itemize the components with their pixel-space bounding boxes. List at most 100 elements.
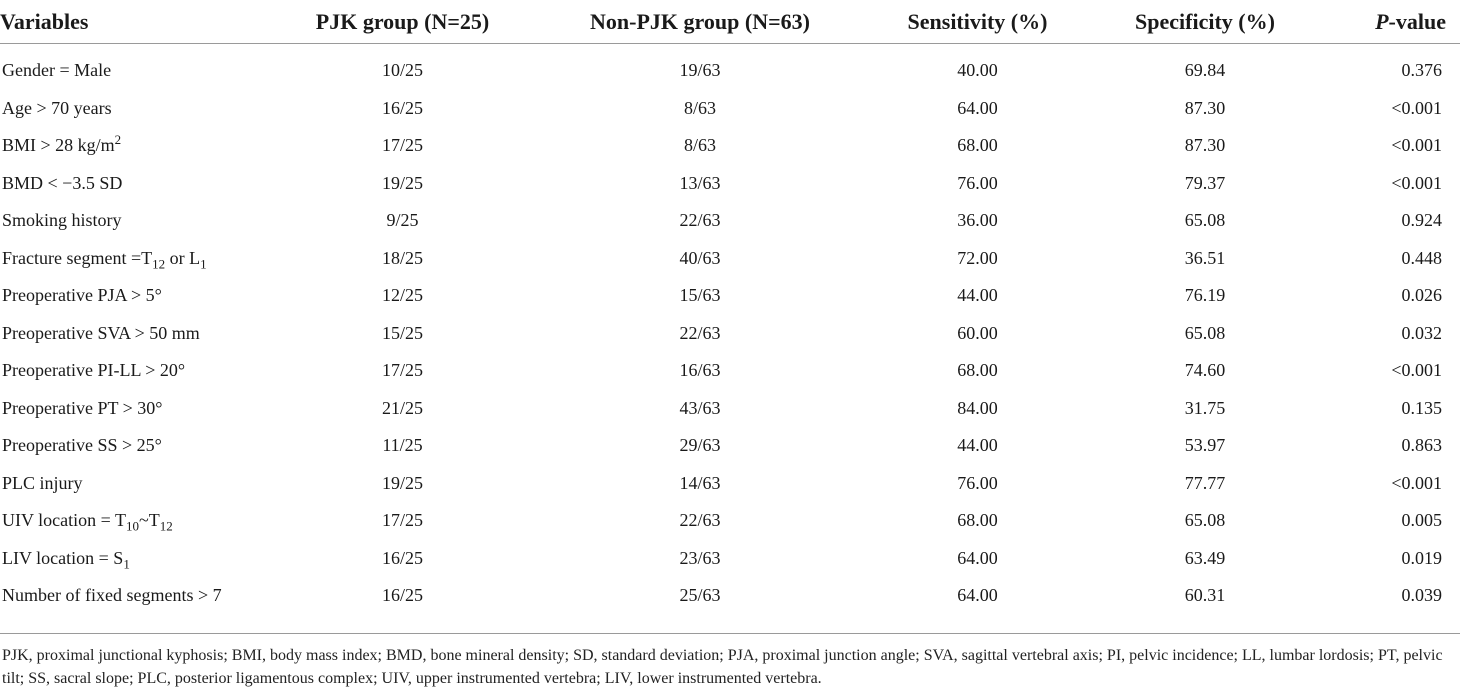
table-body: Gender = Male 10/25 19/63 40.00 69.84 0.376 Ag… <box>0 44 1460 615</box>
cell-variable: Age > 70 years <box>0 90 270 128</box>
header-p-value: P-value <box>1320 0 1460 44</box>
variable-label: Preoperative SVA > 50 mm <box>2 322 200 343</box>
cell-sensitivity: 60.00 <box>957 322 998 343</box>
variable-label: BMD < −3.5 SD <box>2 172 123 193</box>
variable-label-sub2: 1 <box>200 256 207 272</box>
variable-label: Preoperative PJA > 5° <box>2 285 162 306</box>
cell-variable: UIV location = T10~T12 <box>0 502 270 540</box>
cell-non-pjk-group: 22/63 <box>679 210 721 231</box>
cell-sensitivity: 36.00 <box>957 210 998 231</box>
cell-pjk-group: 9/25 <box>386 210 419 231</box>
header-non-pjk-group: Non-PJK group (N=63) <box>535 0 865 44</box>
cell-variable: LIV location = S1 <box>0 540 270 578</box>
cell-non-pjk-group: 16/63 <box>679 360 721 381</box>
cell-p-value: 0.032 <box>1401 322 1443 343</box>
variable-label: Preoperative PI-LL > 20° <box>2 360 186 381</box>
cell-pjk-group: 16/25 <box>381 585 423 606</box>
cell-p-value: 0.039 <box>1401 585 1443 606</box>
cell-variable: Number of fixed segments > 7 <box>0 577 270 615</box>
variable-label: Age > 70 years <box>2 97 112 118</box>
cell-p-value: <0.001 <box>1391 135 1442 156</box>
variable-label: Number of fixed segments > 7 <box>2 585 222 606</box>
cell-p-value: <0.001 <box>1391 360 1442 381</box>
cell-specificity: 77.77 <box>1184 472 1226 493</box>
header-specificity: Specificity (%) <box>1090 0 1320 44</box>
variable-label-sub2: 12 <box>159 518 173 534</box>
table-row: BMD < −3.5 SD 19/25 13/63 76.00 79.37 <0.001 <box>0 165 1460 203</box>
cell-specificity: 74.60 <box>1184 360 1226 381</box>
cell-specificity: 65.08 <box>1184 510 1226 531</box>
cell-non-pjk-group: 22/63 <box>679 510 721 531</box>
variable-label: Gender = Male <box>2 60 112 81</box>
cell-sensitivity: 64.00 <box>957 97 998 118</box>
cell-sensitivity: 72.00 <box>957 247 998 268</box>
cell-non-pjk-group: 8/63 <box>683 97 716 118</box>
cell-sensitivity: 40.00 <box>957 60 998 81</box>
header-sensitivity: Sensitivity (%) <box>865 0 1090 44</box>
cell-p-value: 0.005 <box>1401 510 1443 531</box>
cell-pjk-group: 10/25 <box>381 60 423 81</box>
table-row: Preoperative PJA > 5° 12/25 15/63 44.00 76.1… <box>0 277 1460 315</box>
data-table-container: Variables PJK group (N=25) Non-PJK group… <box>0 0 1460 615</box>
header-pjk-group: PJK group (N=25) <box>270 0 535 44</box>
variable-label: Preoperative PT > 30° <box>2 397 163 418</box>
cell-pjk-group: 16/25 <box>381 547 423 568</box>
cell-specificity: 87.30 <box>1184 97 1226 118</box>
cell-variable: PLC injury <box>0 465 270 503</box>
cell-p-value: 0.376 <box>1401 60 1443 81</box>
cell-variable: Gender = Male <box>0 44 270 90</box>
header-p-italic: P <box>1375 8 1389 34</box>
cell-sensitivity: 44.00 <box>957 285 998 306</box>
table-footnote: PJK, proximal junctional kyphosis; BMI, … <box>2 647 1443 687</box>
cell-sensitivity: 68.00 <box>957 510 998 531</box>
cell-sensitivity: 64.00 <box>957 585 998 606</box>
results-table: Variables PJK group (N=25) Non-PJK group… <box>0 0 1460 615</box>
cell-non-pjk-group: 13/63 <box>679 172 721 193</box>
variable-label-sub1: 1 <box>123 556 130 572</box>
cell-sensitivity: 44.00 <box>957 435 998 456</box>
header-row: Variables PJK group (N=25) Non-PJK group… <box>0 0 1460 44</box>
cell-specificity: 31.75 <box>1184 397 1226 418</box>
cell-non-pjk-group: 22/63 <box>679 322 721 343</box>
cell-pjk-group: 11/25 <box>382 435 423 456</box>
cell-specificity: 65.08 <box>1184 322 1226 343</box>
cell-non-pjk-group: 25/63 <box>679 585 721 606</box>
header-variables: Variables <box>0 0 270 44</box>
cell-pjk-group: 21/25 <box>381 397 423 418</box>
cell-non-pjk-group: 15/63 <box>679 285 721 306</box>
cell-sensitivity: 64.00 <box>957 547 998 568</box>
cell-specificity: 76.19 <box>1184 285 1226 306</box>
cell-variable: Fracture segment =T12 or L1 <box>0 240 270 278</box>
table-row: Fracture segment =T12 or L1 18/25 40/63 72.… <box>0 240 1460 278</box>
cell-pjk-group: 12/25 <box>381 285 423 306</box>
cell-pjk-group: 15/25 <box>381 322 423 343</box>
variable-label: PLC injury <box>2 472 83 493</box>
cell-non-pjk-group: 23/63 <box>679 547 721 568</box>
table-row: Preoperative SVA > 50 mm 15/25 22/63 60.00 6… <box>0 315 1460 353</box>
variable-label: Smoking history <box>2 210 122 231</box>
cell-specificity: 60.31 <box>1184 585 1226 606</box>
table-row: Preoperative PI-LL > 20° 17/25 16/63 68.00 7… <box>0 352 1460 390</box>
cell-sensitivity: 76.00 <box>957 172 998 193</box>
cell-non-pjk-group: 40/63 <box>679 247 721 268</box>
cell-pjk-group: 17/25 <box>381 360 423 381</box>
cell-specificity: 63.49 <box>1184 547 1226 568</box>
cell-variable: Preoperative PJA > 5° <box>0 277 270 315</box>
table-row: Preoperative SS > 25° 11/25 29/63 44.00 53.9… <box>0 427 1460 465</box>
variable-label-sup: 2 <box>114 132 122 148</box>
cell-p-value: 0.019 <box>1401 547 1443 568</box>
cell-variable: Preoperative SVA > 50 mm <box>0 315 270 353</box>
variable-label-mid: ~T <box>138 510 160 531</box>
cell-non-pjk-group: 14/63 <box>679 472 721 493</box>
table-row: PLC injury 19/25 14/63 76.00 77.77 <0.001 <box>0 465 1460 503</box>
cell-variable: BMI > 28 kg/m2 <box>0 127 270 165</box>
cell-variable: Preoperative PT > 30° <box>0 390 270 428</box>
cell-pjk-group: 19/25 <box>381 472 423 493</box>
cell-p-value: 0.863 <box>1401 435 1443 456</box>
cell-sensitivity: 68.00 <box>957 135 998 156</box>
cell-p-value: 0.135 <box>1401 397 1443 418</box>
footnote-divider <box>0 633 1460 634</box>
cell-p-value: 0.924 <box>1401 210 1443 231</box>
table-row: Smoking history 9/25 22/63 36.00 65.08 0.924 <box>0 202 1460 240</box>
table-row: Number of fixed segments > 7 16/25 25/63 64… <box>0 577 1460 615</box>
